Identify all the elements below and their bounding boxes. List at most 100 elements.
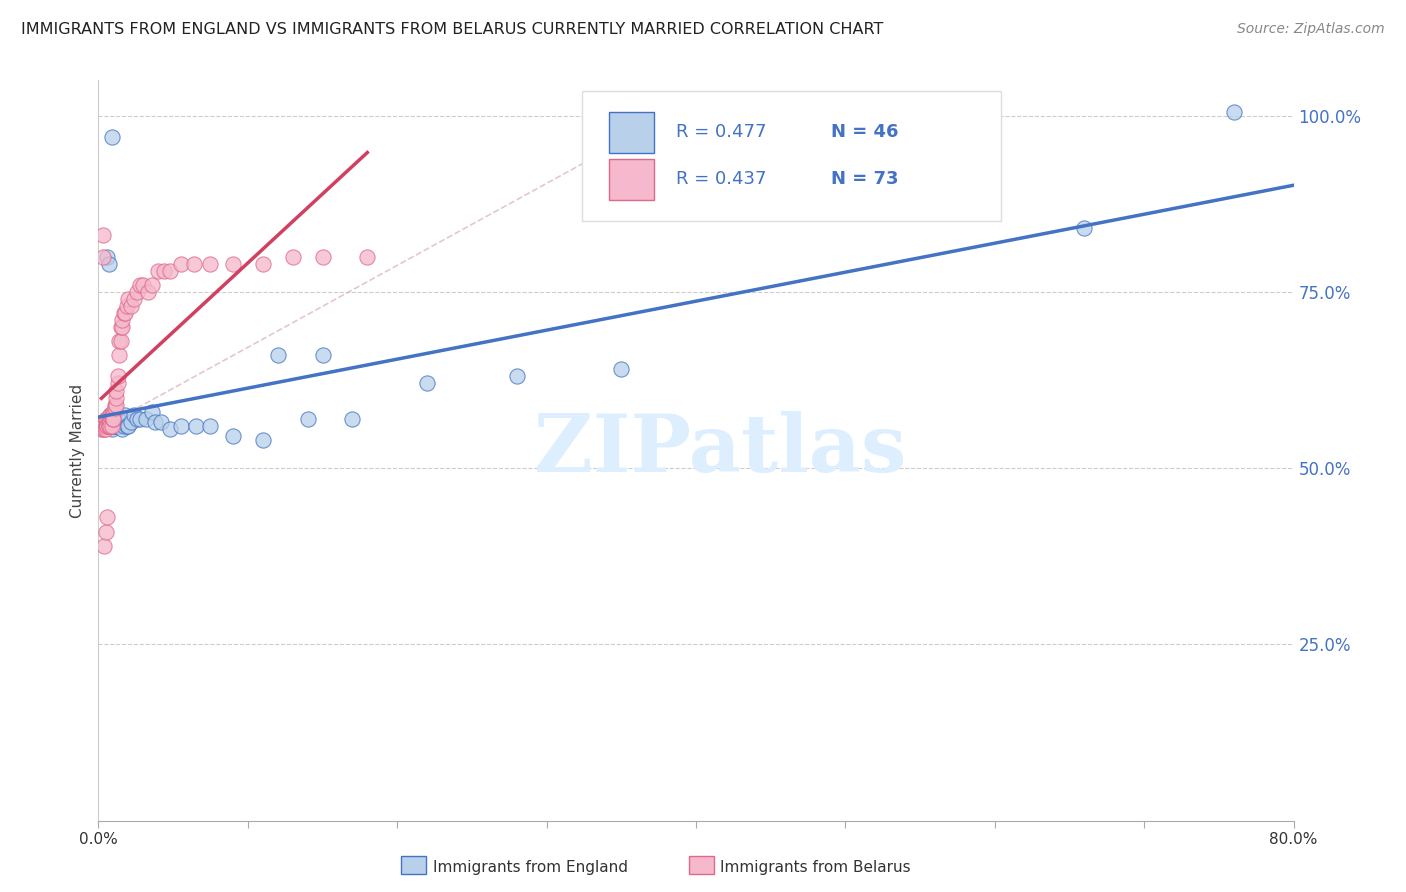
Point (101, 408, 124, 422)
Point (117, 418, 139, 433)
Point (98, 408, 122, 422)
Point (114, 306, 136, 320)
Text: ZIPatlas: ZIPatlas (534, 411, 905, 490)
Point (124, 292, 146, 306)
Point (117, 292, 139, 306)
Point (90, 422, 112, 436)
Point (101, 411, 124, 425)
Point (98, 418, 122, 433)
Point (127, 285, 149, 299)
Point (159, 422, 181, 436)
Point (93, 418, 115, 433)
Point (342, 411, 364, 425)
Point (267, 348, 290, 362)
Point (222, 257, 245, 271)
Point (96, 411, 118, 425)
Point (93, 418, 115, 433)
Point (91, 250, 114, 264)
Point (94, 418, 117, 433)
Point (98, 415, 122, 429)
Point (114, 408, 136, 422)
Point (97, 418, 120, 433)
Point (141, 405, 163, 419)
FancyBboxPatch shape (609, 112, 654, 153)
Point (129, 277, 152, 292)
Point (104, 418, 127, 433)
Text: N = 73: N = 73 (831, 170, 898, 188)
Point (94, 524, 117, 539)
Point (159, 263, 181, 277)
Point (97, 415, 120, 429)
Point (169, 257, 191, 271)
Point (91, 228, 114, 243)
Point (103, 408, 125, 422)
Point (1073, 221, 1095, 235)
Point (97, 411, 120, 425)
Point (103, 405, 125, 419)
Point (105, 384, 128, 398)
Point (96, 510, 118, 524)
Point (110, 415, 132, 429)
Point (101, 408, 124, 422)
Point (97, 418, 120, 433)
Point (135, 411, 157, 425)
Point (610, 362, 633, 376)
Point (101, 418, 124, 433)
Point (281, 250, 304, 264)
Point (297, 411, 319, 425)
Text: N = 46: N = 46 (831, 123, 898, 141)
Point (110, 320, 132, 334)
Point (115, 299, 138, 313)
Point (108, 334, 131, 348)
Point (416, 376, 439, 391)
Point (111, 313, 134, 327)
Point (115, 418, 138, 433)
Point (252, 257, 274, 271)
Point (93, 418, 115, 433)
Point (97, 418, 120, 433)
Point (93, 422, 115, 436)
Point (356, 250, 378, 264)
Point (136, 285, 159, 299)
Point (1223, 105, 1246, 120)
Point (91, 422, 114, 436)
Point (183, 257, 205, 271)
Point (200, 418, 222, 433)
Point (93, 418, 115, 433)
Point (120, 299, 142, 313)
Point (91, 418, 114, 433)
Point (104, 398, 127, 412)
Point (105, 391, 128, 405)
Point (91, 418, 114, 433)
Point (96, 411, 118, 425)
Point (111, 422, 134, 436)
Point (98, 408, 122, 422)
Point (148, 263, 170, 277)
Y-axis label: Currently Married: Currently Married (70, 384, 86, 517)
Point (96, 418, 118, 433)
Point (105, 418, 128, 433)
Point (127, 411, 149, 425)
Point (311, 348, 333, 362)
Point (129, 411, 152, 425)
Point (104, 401, 127, 416)
Text: Immigrants from England: Immigrants from England (433, 860, 628, 874)
Point (103, 411, 125, 425)
Point (184, 418, 207, 433)
Point (143, 415, 166, 429)
Point (98, 411, 122, 425)
Point (252, 433, 274, 447)
Point (107, 411, 129, 425)
Point (124, 408, 146, 422)
Point (105, 398, 128, 412)
Point (96, 418, 118, 433)
Point (90, 418, 112, 433)
Text: Source: ZipAtlas.com: Source: ZipAtlas.com (1237, 22, 1385, 37)
Point (94, 411, 117, 425)
Point (103, 415, 125, 429)
Point (96, 250, 118, 264)
Point (200, 257, 222, 271)
Point (112, 306, 135, 320)
FancyBboxPatch shape (582, 91, 1001, 221)
Text: R = 0.437: R = 0.437 (676, 170, 766, 188)
